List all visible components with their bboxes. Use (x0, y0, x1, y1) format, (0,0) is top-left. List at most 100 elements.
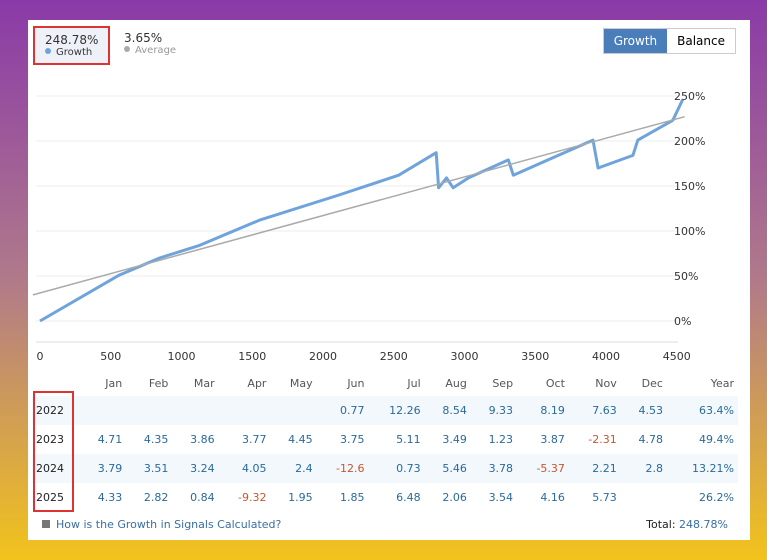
growth-dot-icon (45, 48, 51, 54)
value-cell: 3.24 (172, 454, 219, 483)
growth-tab[interactable]: Growth (603, 29, 668, 53)
value-cell: 9.33 (470, 396, 518, 425)
total-value: 248.78% (679, 518, 728, 531)
y-tick-label: 0% (674, 315, 691, 328)
growth-line (39, 98, 685, 323)
value-cell: 3.79 (80, 454, 127, 483)
column-header: Year (710, 376, 734, 390)
value-cell: -2.31 (588, 433, 617, 446)
x-tick-label: 0 (37, 350, 44, 363)
column-header: Mar (193, 376, 215, 390)
x-tick-label: 2000 (309, 350, 337, 363)
value-cell: 4.78 (638, 433, 663, 446)
value-cell (126, 396, 173, 425)
table-row: 2025 4.33 2.82 0.84 -9.32 1.95 1.85 6.48 2.06 3.5… (32, 483, 738, 512)
value-cell: 0.84 (190, 491, 215, 504)
value-cell: 5.11 (396, 433, 421, 446)
value-cell: 4.35 (143, 433, 169, 446)
value-cell: 3.78 (470, 454, 518, 483)
x-tick-label: 2500 (380, 350, 408, 363)
value-cell: 13.21% (666, 454, 738, 483)
column-header: Jan (105, 376, 123, 390)
balance-tab[interactable]: Balance (677, 34, 725, 48)
average-dot-icon (124, 46, 130, 52)
value-cell: 4.16 (540, 491, 565, 504)
value-cell: 4.05 (218, 454, 271, 483)
value-cell: 2.8 (620, 454, 667, 483)
average-stat[interactable]: 3.65% Average (114, 26, 186, 61)
value-cell (270, 396, 317, 425)
growth-label: Growth (56, 47, 93, 58)
value-cell: 8.19 (517, 396, 569, 425)
value-cell: 3.77 (241, 433, 267, 446)
book-icon (42, 520, 50, 528)
table-row: 2023 4.71 4.35 3.86 3.77 4.45 3.75 5.11 3.49 1.23… (32, 425, 738, 454)
monthly-table: Jan Feb Mar Apr May Jun Jul Aug Sep Oct Nov Dec Year… (32, 370, 738, 512)
average-label: Average (135, 45, 177, 56)
value-cell: 2.21 (568, 454, 621, 483)
column-header: Feb (148, 376, 169, 390)
column-header: Nov (595, 376, 617, 390)
x-tick-label: 4000 (592, 350, 620, 363)
value-cell: 2.82 (143, 491, 169, 504)
view-toggle: Growth Balance (602, 28, 736, 54)
value-cell: 0.77 (316, 396, 369, 425)
value-cell: 1.85 (340, 491, 365, 504)
value-cell: 3.87 (540, 433, 565, 446)
y-tick-label: 150% (674, 180, 705, 193)
column-header: Sep (492, 376, 514, 390)
value-cell: 49.4% (699, 433, 734, 446)
value-cell (218, 396, 271, 425)
growth-chart: 0% 50% 100% 150% 200% 250% 0 500 1000 1500 2000 250… (32, 90, 705, 363)
value-cell: 3.86 (190, 433, 215, 446)
value-cell: 4.45 (288, 433, 313, 446)
x-tick-label: 1500 (238, 350, 266, 363)
x-tick-label: 3000 (451, 350, 479, 363)
year-cell: 2023 (36, 433, 64, 446)
value-cell: 4.33 (97, 491, 123, 504)
table-row: 2024 3.79 3.51 3.24 4.05 2.4 -12.6 0.73 5.46 3.78… (32, 454, 738, 483)
total: Total: 248.78% (646, 518, 728, 531)
total-label: Total: (646, 518, 676, 531)
value-cell (172, 396, 219, 425)
y-tick-label: 250% (674, 90, 705, 103)
value-cell: 2.06 (442, 491, 467, 504)
x-tick-label: 1000 (168, 350, 196, 363)
value-cell: 4.71 (97, 433, 123, 446)
value-cell: 7.63 (568, 396, 621, 425)
column-header: Jun (347, 376, 365, 390)
column-header: Jul (407, 376, 421, 390)
table-row: 2022 0.77 12.26 8.54 9.33 8.19 7.63 4.53 63.4% (32, 396, 738, 425)
growth-stat[interactable]: 248.78% Growth (33, 26, 111, 65)
value-cell: 3.54 (488, 491, 514, 504)
y-tick-label: 100% (674, 225, 705, 238)
value-cell: 5.73 (592, 491, 617, 504)
value-cell: 3.49 (442, 433, 467, 446)
value-cell: -12.6 (316, 454, 369, 483)
value-cell: 26.2% (699, 491, 734, 504)
value-cell: 1.23 (488, 433, 514, 446)
value-cell (621, 483, 667, 512)
growth-value: 248.78% (45, 33, 99, 47)
help-link-text: How is the Growth in Signals Calculated? (56, 518, 282, 531)
value-cell: 0.73 (368, 454, 425, 483)
value-cell: 4.53 (620, 396, 667, 425)
year-highlight-box (33, 391, 74, 512)
x-tick-label: 500 (100, 350, 121, 363)
column-header: Oct (545, 376, 565, 390)
value-cell: 2.4 (270, 454, 317, 483)
y-tick-label: 50% (674, 270, 698, 283)
column-header: Dec (641, 376, 663, 390)
value-cell: -9.32 (237, 491, 267, 504)
value-cell: 3.75 (340, 433, 365, 446)
value-cell: 12.26 (368, 396, 425, 425)
value-cell: -5.37 (517, 454, 569, 483)
value-cell: 6.48 (396, 491, 421, 504)
value-cell: 3.51 (126, 454, 173, 483)
signal-card: 248.78% Growth 3.65% Average Growth Balance… (28, 20, 750, 540)
growth-help-link[interactable]: How is the Growth in Signals Calculated? (42, 518, 281, 531)
column-header: Aug (445, 376, 467, 390)
value-cell: 8.54 (424, 396, 471, 425)
y-tick-label: 200% (674, 135, 705, 148)
x-tick-label: 4500 (663, 350, 691, 363)
